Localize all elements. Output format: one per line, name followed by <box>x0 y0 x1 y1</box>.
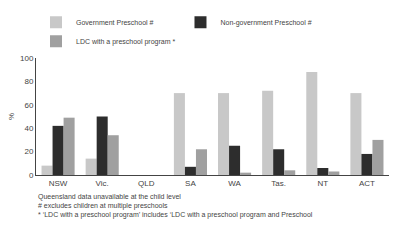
svg-text:NSW: NSW <box>49 179 68 188</box>
svg-text:100: 100 <box>20 54 34 63</box>
svg-text:Non-government Preschool #: Non-government Preschool # <box>220 19 311 27</box>
svg-text:40: 40 <box>24 124 33 133</box>
svg-text:80: 80 <box>24 77 33 86</box>
svg-text:ACT: ACT <box>359 179 375 188</box>
svg-text:20: 20 <box>24 147 33 156</box>
svg-text:LDC with a preschool program *: LDC with a preschool program * <box>76 38 175 46</box>
svg-text:Queensland data unavailable at: Queensland data unavailable at the child… <box>38 193 313 219</box>
svg-text:Government Preschool #: Government Preschool # <box>76 19 154 26</box>
svg-text:Tas.: Tas. <box>271 179 286 188</box>
svg-text:QLD: QLD <box>138 179 155 188</box>
svg-text:WA: WA <box>228 179 241 188</box>
svg-text:Vic.: Vic. <box>96 179 109 188</box>
svg-text:NT: NT <box>317 179 328 188</box>
svg-text:60: 60 <box>24 101 33 110</box>
svg-text:SA: SA <box>185 179 196 188</box>
svg-text:0: 0 <box>29 171 34 180</box>
svg-text:%: % <box>7 113 16 120</box>
